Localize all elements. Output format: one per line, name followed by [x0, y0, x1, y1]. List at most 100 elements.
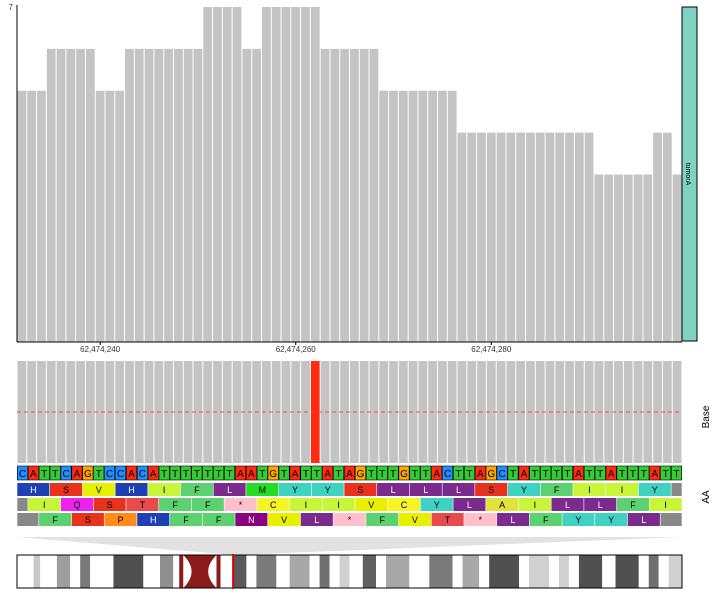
- amino-acid-cell[interactable]: [409, 483, 442, 496]
- coverage-bar[interactable]: [555, 132, 565, 342]
- coverage-bar[interactable]: [173, 48, 183, 342]
- coverage-bar[interactable]: [672, 174, 682, 343]
- coverage-bar[interactable]: [594, 174, 604, 343]
- base-bar[interactable]: [486, 361, 496, 463]
- base-bar[interactable]: [115, 361, 125, 463]
- coverage-bar[interactable]: [633, 174, 643, 343]
- base-cell[interactable]: [376, 465, 388, 481]
- coverage-bar[interactable]: [486, 132, 496, 342]
- base-bar[interactable]: [46, 361, 56, 463]
- coverage-bar[interactable]: [261, 7, 271, 342]
- amino-acid-cell[interactable]: [344, 483, 377, 496]
- coverage-bar[interactable]: [310, 7, 320, 342]
- base-cell[interactable]: [660, 465, 672, 481]
- amino-acid-cell[interactable]: [616, 498, 649, 511]
- base-cell[interactable]: [115, 465, 127, 481]
- base-bar[interactable]: [164, 361, 173, 463]
- amino-acid-cell[interactable]: [518, 498, 551, 511]
- base-cell[interactable]: [583, 465, 595, 481]
- base-cell[interactable]: [49, 465, 61, 481]
- coverage-bar[interactable]: [203, 7, 213, 342]
- amino-acid-cell[interactable]: [180, 483, 213, 496]
- coverage-bar[interactable]: [154, 48, 164, 342]
- coverage-bar[interactable]: [369, 48, 379, 342]
- coverage-bar[interactable]: [477, 132, 486, 342]
- base-cell[interactable]: [93, 465, 105, 481]
- base-bar[interactable]: [584, 361, 594, 463]
- amino-acid-cell[interactable]: [169, 513, 203, 526]
- base-cell[interactable]: [104, 465, 116, 481]
- base-cell[interactable]: [518, 465, 530, 481]
- coverage-bar[interactable]: [183, 48, 193, 342]
- amino-acid-cell[interactable]: [355, 498, 388, 511]
- base-cell[interactable]: [638, 465, 650, 481]
- amino-acid-cell[interactable]: [322, 498, 355, 511]
- base-bar[interactable]: [193, 361, 203, 463]
- base-bar[interactable]: [633, 361, 643, 463]
- coverage-bar[interactable]: [125, 48, 134, 342]
- coverage-bar[interactable]: [574, 132, 584, 342]
- amino-acid-cell[interactable]: [82, 483, 115, 496]
- coverage-bar[interactable]: [516, 132, 526, 342]
- coverage-bar[interactable]: [340, 48, 349, 342]
- base-cell[interactable]: [463, 465, 475, 481]
- coverage-bar[interactable]: [134, 48, 144, 342]
- amino-acid-cell[interactable]: [71, 513, 104, 526]
- coverage-bar[interactable]: [565, 132, 574, 342]
- coverage-bar[interactable]: [281, 7, 291, 342]
- base-cell[interactable]: [649, 465, 661, 481]
- coverage-bar[interactable]: [398, 90, 408, 342]
- coverage-bar[interactable]: [359, 48, 369, 342]
- coverage-bar[interactable]: [291, 7, 301, 342]
- amino-acid-cell[interactable]: [126, 498, 159, 511]
- amino-acid-cell[interactable]: [148, 483, 181, 496]
- base-cell[interactable]: [333, 465, 345, 481]
- amino-acid-cell[interactable]: [224, 498, 257, 511]
- base-cell[interactable]: [16, 465, 28, 481]
- coverage-bar[interactable]: [222, 7, 232, 342]
- base-bar[interactable]: [66, 361, 76, 463]
- coverage-bar[interactable]: [85, 48, 95, 342]
- amino-acid-cell[interactable]: [50, 483, 83, 496]
- base-cell[interactable]: [594, 465, 606, 481]
- amino-acid-cell[interactable]: [475, 483, 508, 496]
- amino-acid-cell[interactable]: [202, 513, 235, 526]
- base-cell[interactable]: [202, 465, 214, 481]
- base-cell[interactable]: [38, 465, 50, 481]
- base-cell[interactable]: [27, 465, 39, 481]
- coverage-bar[interactable]: [506, 132, 516, 342]
- coverage-bar[interactable]: [46, 48, 56, 342]
- base-cell[interactable]: [496, 465, 508, 481]
- coverage-bar[interactable]: [653, 132, 662, 342]
- amino-acid-cell[interactable]: [28, 498, 61, 511]
- coverage-bar[interactable]: [330, 48, 340, 342]
- amino-acid-cell[interactable]: [562, 513, 595, 526]
- amino-acid-cell[interactable]: [300, 513, 333, 526]
- amino-acid-cell[interactable]: [595, 513, 628, 526]
- base-cell[interactable]: [235, 465, 246, 481]
- coverage-bar[interactable]: [115, 90, 125, 342]
- amino-acid-cell[interactable]: [398, 513, 431, 526]
- base-bar[interactable]: [261, 361, 271, 463]
- base-cell[interactable]: [474, 465, 486, 481]
- base-bar[interactable]: [340, 361, 349, 463]
- base-bar[interactable]: [662, 361, 672, 463]
- base-bar[interactable]: [95, 361, 105, 463]
- base-cell[interactable]: [191, 465, 203, 481]
- amino-acid-cell[interactable]: [311, 483, 344, 496]
- coverage-bar[interactable]: [320, 48, 330, 342]
- base-cell[interactable]: [354, 465, 366, 481]
- amino-acid-cell[interactable]: [246, 483, 279, 496]
- coverage-bar[interactable]: [604, 174, 614, 343]
- coverage-bar[interactable]: [164, 48, 173, 342]
- base-bar[interactable]: [144, 361, 154, 463]
- coverage-bar[interactable]: [56, 48, 66, 342]
- base-cell[interactable]: [311, 465, 323, 481]
- coverage-bar[interactable]: [301, 7, 310, 342]
- base-cell[interactable]: [322, 465, 334, 481]
- amino-acid-cell[interactable]: [257, 498, 290, 511]
- coverage-bar[interactable]: [428, 90, 438, 342]
- base-bar[interactable]: [438, 361, 447, 463]
- coverage-bar[interactable]: [438, 90, 447, 342]
- base-bar[interactable]: [565, 361, 574, 463]
